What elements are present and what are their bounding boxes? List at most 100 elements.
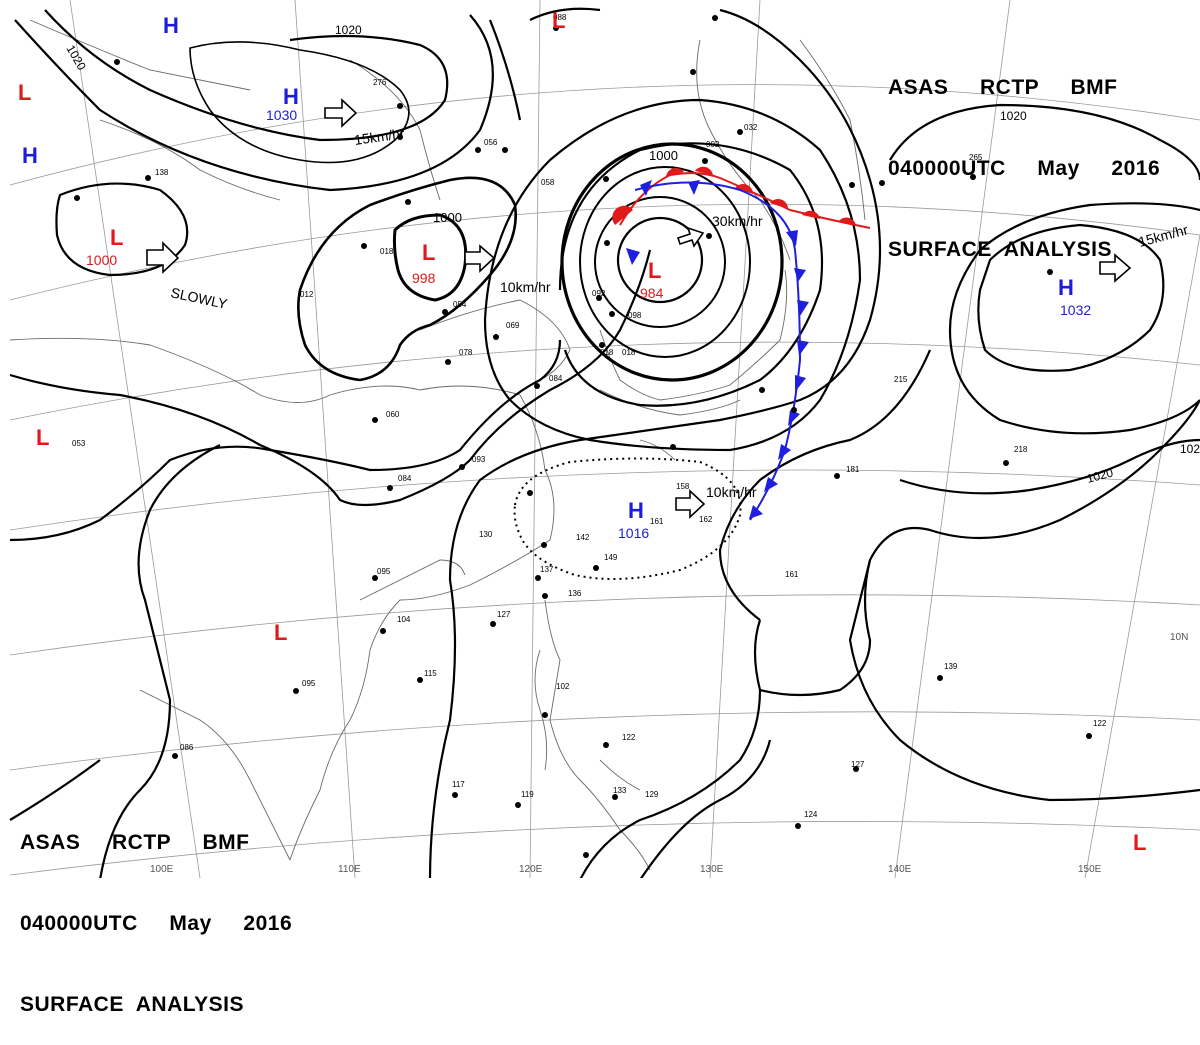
isobars — [9, 7, 1200, 878]
header-line-3: SURFACE ANALYSIS — [888, 238, 1112, 261]
station-value: 127 — [851, 760, 865, 769]
isobar-label: 1000 — [433, 210, 462, 225]
station-markers — [74, 15, 1092, 858]
low-pressure-marker: L — [552, 8, 565, 33]
station-value: 086 — [180, 743, 194, 752]
longitude-label: 150E — [1078, 864, 1102, 875]
station-value: 133 — [613, 786, 627, 795]
station-value: 098 — [628, 311, 642, 320]
station-value: 104 — [397, 615, 411, 624]
station-value: 139 — [944, 662, 958, 671]
low-pressure-marker: L — [648, 258, 661, 283]
low-pressure-marker: L — [36, 425, 49, 450]
motion-arrows — [146, 98, 1132, 519]
station-value: 095 — [302, 679, 316, 688]
station-value: 130 — [479, 530, 493, 539]
station-value: 265 — [969, 153, 983, 162]
header-line-3: SURFACE ANALYSIS — [20, 993, 244, 1016]
station-value: 018 — [380, 247, 394, 256]
pressure-value: 998 — [412, 270, 436, 286]
chart-header-bottom: ASAS RCTP BMF 040000UTC May 2016 SURFACE… — [20, 775, 292, 1045]
station-value: 122 — [1093, 719, 1107, 728]
station-value: 122 — [622, 733, 636, 742]
station-value: 069 — [506, 321, 520, 330]
low-pressure-marker: L — [1133, 830, 1146, 855]
header-line-2: 040000UTC May 2016 — [888, 157, 1161, 180]
station-value: 058 — [541, 178, 555, 187]
header-line-2: 040000UTC May 2016 — [20, 912, 293, 935]
station-value: 093 — [472, 455, 486, 464]
pressure-value: 1032 — [1060, 302, 1091, 318]
station-value: 088 — [553, 13, 567, 22]
header-line-1: ASAS RCTP BMF — [20, 831, 250, 854]
longitude-label: 120E — [519, 864, 543, 875]
low-pressure-marker: L — [274, 620, 287, 645]
high-pressure-marker: H — [1058, 275, 1074, 300]
arrow-icon — [324, 98, 358, 128]
low-pressure-marker: L — [18, 80, 31, 105]
station-value: 084 — [398, 474, 412, 483]
station-value: 078 — [459, 348, 473, 357]
coastlines — [9, 19, 866, 871]
station-value: 056 — [484, 138, 498, 147]
station-value: 002 — [706, 140, 720, 149]
surface-analysis-map: 276 056 058 069 078 084 060 093 084 130 142 149 137 1… — [9, 0, 1200, 878]
arrow-icon — [676, 226, 705, 248]
motion-label: 15km/hr — [353, 125, 406, 148]
chart-header-top: ASAS RCTP BMF 040000UTC May 2016 SURFACE… — [888, 20, 1160, 290]
high-pressure-marker: H — [628, 498, 644, 523]
station-value: 129 — [645, 790, 659, 799]
station-value: 018 — [622, 348, 636, 357]
station-value: 137 — [540, 565, 554, 574]
high-pressure-marker: H — [22, 143, 38, 168]
isobar-label: 1020 — [1180, 442, 1200, 456]
station-value: 117 — [452, 780, 465, 789]
motion-label: 10km/hr — [706, 484, 757, 500]
arrow-icon — [675, 489, 706, 519]
station-value: 181 — [846, 465, 860, 474]
station-value: 158 — [676, 482, 690, 491]
station-value: 119 — [521, 790, 534, 799]
longitude-label: 110E — [338, 864, 361, 875]
station-values: 276 056 058 069 078 084 060 093 084 130 142 149 137 1… — [72, 13, 1107, 819]
station-value: 161 — [650, 517, 664, 526]
station-value: 136 — [568, 589, 582, 598]
station-value: 276 — [373, 78, 387, 87]
longitude-label: 140E — [888, 864, 912, 875]
station-value: 127 — [497, 610, 511, 619]
low-pressure-marker: L — [110, 225, 123, 250]
arrow-icon — [464, 244, 496, 273]
station-value: 218 — [1014, 445, 1028, 454]
isobar-label: 1020 — [335, 23, 362, 37]
header-line-1: ASAS RCTP BMF — [888, 76, 1118, 99]
pressure-value: 1016 — [618, 525, 649, 541]
cold-front — [626, 180, 809, 521]
low-pressure-marker: L — [422, 240, 435, 265]
longitude-label: 130E — [700, 864, 724, 875]
station-value: 162 — [699, 515, 713, 524]
station-value: 018 — [600, 348, 614, 357]
station-value: 142 — [576, 533, 590, 542]
latitude-label: 10N — [1170, 632, 1188, 643]
station-value: 095 — [377, 567, 391, 576]
isobar-1016-dotted — [513, 457, 742, 580]
station-value: 124 — [804, 810, 818, 819]
station-value: 092 — [592, 289, 606, 298]
station-value: 149 — [604, 553, 618, 562]
station-value: 060 — [386, 410, 400, 419]
station-value: 012 — [300, 290, 314, 299]
motion-label: 30km/hr — [712, 213, 763, 229]
high-pressure-marker: H — [283, 84, 299, 109]
station-value: 054 — [453, 300, 467, 309]
arrow-icon — [1099, 253, 1132, 283]
pressure-value: 1030 — [266, 107, 297, 123]
station-value: 032 — [744, 123, 758, 132]
isobar-label: 1020 — [1085, 465, 1115, 486]
station-value: 215 — [894, 375, 908, 384]
pressure-value: 984 — [640, 285, 664, 301]
station-value: 084 — [549, 374, 563, 383]
motion-label: 10km/hr — [500, 279, 551, 295]
station-value: 053 — [72, 439, 86, 448]
station-value: 161 — [785, 570, 799, 579]
isobar-label: 1000 — [649, 148, 678, 163]
